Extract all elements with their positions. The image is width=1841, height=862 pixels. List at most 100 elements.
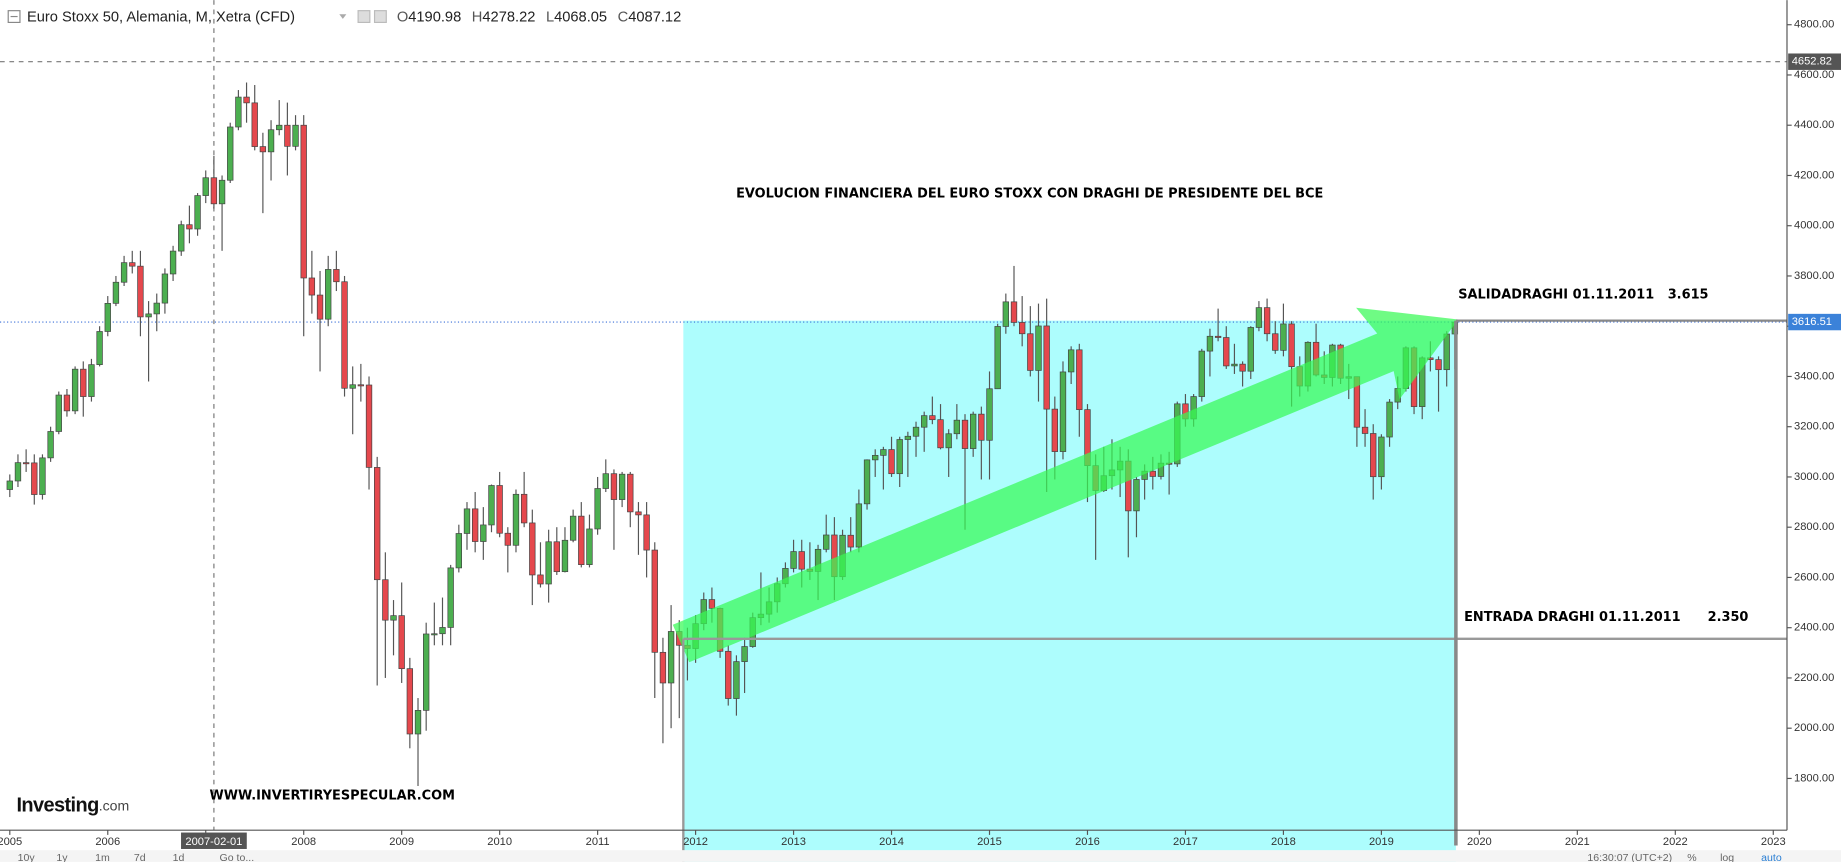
candle-body [880,449,887,456]
y-tick-label: 3400.00 [1794,370,1834,382]
candle-body [1010,301,1018,323]
candle-body [325,269,332,320]
ohlc-key: H [472,10,483,26]
candle-body [970,413,977,449]
candle-body [863,459,871,505]
candle-body [31,462,38,495]
collapse-icon[interactable] [7,10,21,23]
watermark-url: WWW.INVERTIRYESPECULAR.COM [210,789,455,804]
last-price-box [1788,313,1841,331]
settings-icon[interactable] [357,10,371,23]
candle-body [733,661,740,699]
ohlc-value: 4087.12 [628,10,681,26]
candle-body [259,146,267,153]
toolbar-bg [0,850,1841,862]
candle-body [961,419,969,449]
goto-button[interactable]: Go to... [220,852,255,862]
candle-body [382,579,389,621]
candle-body [847,534,854,548]
candle-body [398,615,405,670]
candle-body [390,615,397,621]
candle-body [1386,401,1393,438]
logo-name: Investing [16,795,98,817]
annotation-title: EVOLUCION FINANCIERA DEL EURO STOXX CON … [736,186,1323,201]
candle-body [1027,333,1034,371]
option-button[interactable]: log [1720,852,1734,862]
y-tick-label: 2200.00 [1794,672,1834,684]
candle-body [210,177,218,205]
x-tick-label: 2012 [683,836,708,848]
range-button[interactable]: 1y [56,852,68,862]
y-tick-label: 2600.00 [1794,571,1834,583]
candle-body [292,124,299,147]
candle-body [169,250,177,275]
x-tick-label: 2019 [1369,836,1394,848]
candle-body [978,413,985,441]
hide-icon[interactable] [373,10,387,23]
candle-body [341,281,348,389]
x-tick-label: 2020 [1467,836,1492,848]
candle-body [627,473,634,513]
candle-body [47,431,54,459]
candle-body [504,532,511,546]
option-button[interactable]: auto [1761,852,1782,862]
candle-body [545,541,552,585]
candle-body [725,650,732,699]
candle-body [71,368,79,412]
candle-body [643,514,650,551]
crosshair-price-box [1788,53,1841,70]
candle-body [1231,363,1238,367]
candle-body [1443,333,1450,371]
candle-body [120,262,128,283]
candle-body [1280,323,1287,351]
range-button[interactable]: 7d [134,852,146,862]
y-tick-label: 3800.00 [1794,270,1834,282]
y-tick-label: 2000.00 [1794,722,1834,734]
symbol-dropdown[interactable] [339,14,347,19]
candle-body [463,508,471,534]
candle-body [374,467,381,581]
candle-body [88,364,95,397]
range-button[interactable]: 1m [95,852,110,862]
candle-body [431,633,438,636]
candle-body [300,124,307,279]
clock: 16:30:07 (UTC+2) [1587,852,1672,862]
range-button[interactable]: 1d [173,852,185,862]
candle-body [284,124,291,147]
candle-body [1198,350,1205,397]
candle-body [22,462,30,465]
candle-body [872,454,879,461]
candle-body [986,388,993,441]
option-button[interactable]: % [1687,852,1696,862]
candle-body [202,177,209,196]
candle-body [578,515,585,565]
candle-body [6,480,13,490]
candle-body [137,265,144,318]
candle-body [904,435,912,440]
candle-body [1051,408,1058,452]
x-tick-label: 2011 [586,836,610,848]
candle-body [994,326,1001,390]
candle-body [945,433,952,449]
candle-body [55,394,62,432]
candle-body [912,426,920,437]
candle-body [243,96,250,104]
annotation-entry: ENTRADA DRAGHI 01.11.2011 2.350 [1464,610,1748,625]
candle-body [618,473,626,500]
ohlc-value: 4190.98 [408,10,461,26]
ohlc-value: 4278.22 [482,10,535,26]
candle-body [569,515,577,541]
crosshair-date-box [181,832,247,849]
y-tick-label: 4200.00 [1794,169,1834,181]
candle-body [1272,333,1279,351]
candle-body [1035,325,1042,371]
y-tick-label: 4800.00 [1794,19,1834,31]
y-tick-label: 4600.00 [1794,69,1834,81]
candle-body [447,567,454,628]
candle-body [227,126,234,181]
candle-body [104,302,111,332]
range-button[interactable]: 10y [18,852,36,862]
axes: 1800.00 2000.00 2200.00 2400.00 2600.00 2800.… [0,19,1841,849]
candle-body [896,439,903,475]
